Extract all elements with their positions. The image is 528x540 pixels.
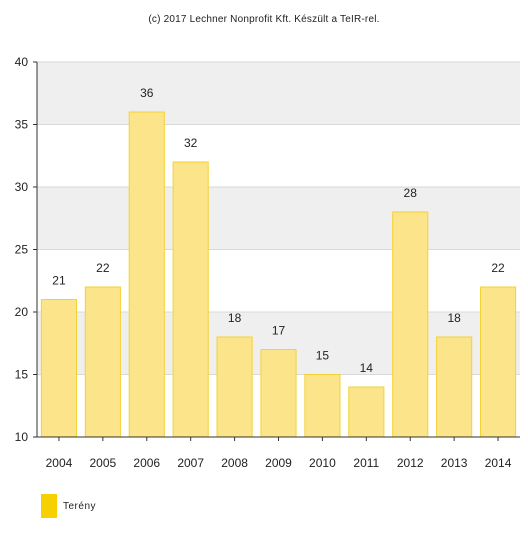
legend-swatch	[41, 494, 57, 518]
data-label: 36	[140, 86, 154, 100]
legend: Terény	[41, 494, 96, 518]
bar	[84, 286, 121, 438]
x-tick-label: 2006	[133, 456, 160, 470]
x-tick-label: 2009	[265, 456, 292, 470]
chart-credit: (c) 2017 Lechner Nonprofit Kft. Készült …	[148, 14, 380, 25]
data-label: 18	[228, 311, 242, 325]
legend-label: Terény	[63, 500, 97, 512]
grid-band	[37, 62, 520, 125]
x-tick-label: 2004	[46, 456, 73, 470]
bar	[479, 286, 517, 438]
data-label: 17	[272, 324, 286, 338]
y-tick-label: 10	[15, 430, 29, 444]
data-label: 22	[491, 261, 505, 275]
bar	[392, 211, 429, 438]
bar	[216, 336, 253, 438]
x-tick-label: 2011	[353, 456, 379, 470]
x-tick-label: 2007	[177, 456, 204, 470]
bar	[128, 111, 165, 438]
bar	[40, 299, 78, 438]
y-tick-label: 20	[15, 305, 29, 319]
data-label: 14	[360, 361, 374, 375]
x-tick-label: 2008	[221, 456, 248, 470]
y-tick-label: 25	[15, 243, 29, 257]
bar	[436, 336, 473, 438]
y-tick-label: 15	[15, 368, 29, 382]
data-label: 21	[52, 274, 66, 288]
y-tick-label: 30	[15, 180, 29, 194]
data-label: 32	[184, 136, 198, 150]
data-label: 18	[447, 311, 461, 325]
bar	[304, 374, 341, 438]
bar	[348, 386, 385, 438]
x-tick-label: 2014	[485, 456, 512, 470]
bar	[172, 161, 209, 438]
grid-band	[37, 187, 520, 250]
x-tick-label: 2005	[90, 456, 117, 470]
y-tick-label: 40	[15, 55, 29, 69]
data-label: 22	[96, 261, 110, 275]
x-tick-label: 2010	[309, 456, 336, 470]
x-tick-label: 2012	[397, 456, 424, 470]
x-tick-label: 2013	[441, 456, 468, 470]
data-label: 28	[404, 186, 418, 200]
bar	[260, 349, 297, 438]
y-tick-label: 35	[15, 118, 29, 132]
data-label: 15	[316, 349, 330, 363]
